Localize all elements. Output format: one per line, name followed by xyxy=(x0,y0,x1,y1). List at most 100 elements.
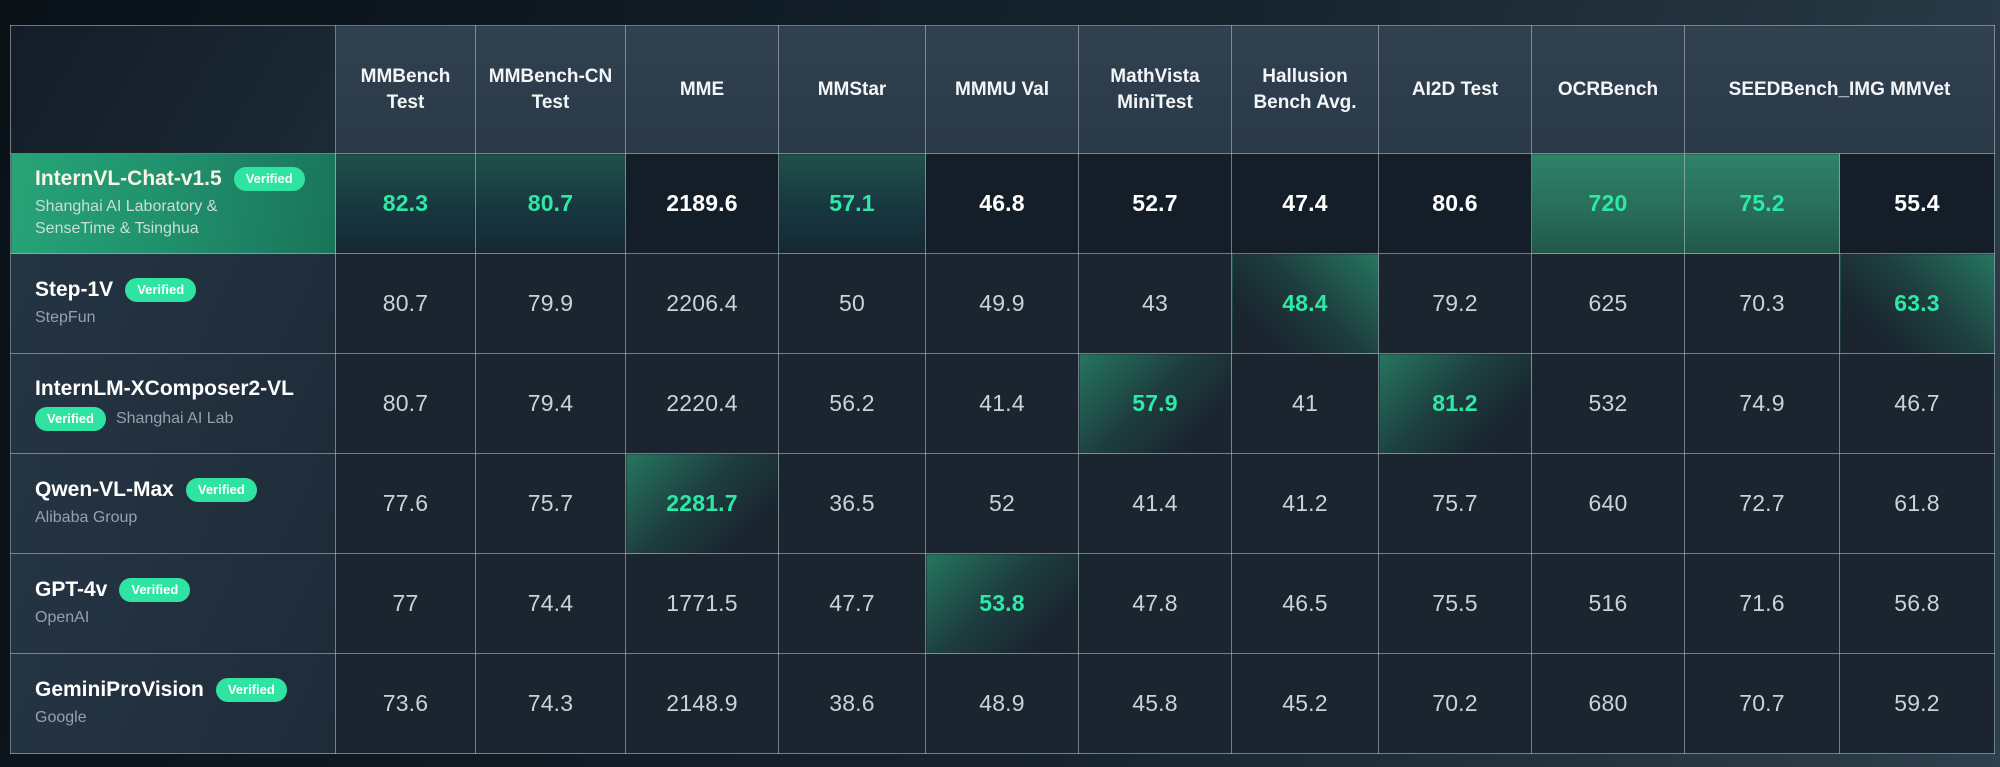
corner-cell xyxy=(10,25,336,154)
score-cell: 680 xyxy=(1531,653,1685,754)
header-row: MMBench Test MMBench-CN Test MME MMStar … xyxy=(10,25,1995,154)
score-cell: 46.7 xyxy=(1839,353,1995,454)
model-org: Google xyxy=(35,709,87,727)
model-cell: GPT-4v Verified OpenAI xyxy=(10,553,336,654)
score-cell: 36.5 xyxy=(778,453,926,554)
score-cell: 50 xyxy=(778,253,926,354)
score-cell: 2206.4 xyxy=(625,253,779,354)
header-mmbench-cn-test: MMBench-CN Test xyxy=(475,25,626,154)
score-cell: 70.3 xyxy=(1684,253,1840,354)
row-internlm-xcomposer2-vl: InternLM-XComposer2-VL Verified Shanghai… xyxy=(10,353,1995,454)
score-cell: 79.9 xyxy=(475,253,626,354)
score-cell: 75.5 xyxy=(1378,553,1532,654)
model-name: InternVL-Chat-v1.5 xyxy=(35,167,222,191)
model-name: GPT-4v xyxy=(35,578,108,602)
score-cell: 79.4 xyxy=(475,353,626,454)
score-cell: 41.4 xyxy=(1078,453,1232,554)
score-cell: 1771.5 xyxy=(625,553,779,654)
score-cell: 38.6 xyxy=(778,653,926,754)
score-cell: 52 xyxy=(925,453,1079,554)
row-internvl-chat-v1-5: InternVL-Chat-v1.5 Verified Shanghai AI … xyxy=(10,153,1995,254)
verified-badge: Verified xyxy=(185,478,257,503)
model-org: Shanghai AI Laboratory & SenseTime & Tsi… xyxy=(35,198,218,237)
score-cell: 75.7 xyxy=(475,453,626,554)
model-cell: GeminiProVision Verified Google xyxy=(10,653,336,754)
score-cell: 79.2 xyxy=(1378,253,1532,354)
model-cell: Qwen-VL-Max Verified Alibaba Group xyxy=(10,453,336,554)
score-cell: 59.2 xyxy=(1839,653,1995,754)
score-cell: 47.4 xyxy=(1231,153,1379,254)
score-cell: 80.7 xyxy=(335,253,476,354)
score-cell: 80.6 xyxy=(1378,153,1532,254)
score-cell: 74.9 xyxy=(1684,353,1840,454)
model-cell: InternLM-XComposer2-VL Verified Shanghai… xyxy=(10,353,336,454)
score-cell: 75.7 xyxy=(1378,453,1532,554)
score-cell: 47.8 xyxy=(1078,553,1232,654)
row-step-1v: Step-1V Verified StepFun 80.7 79.9 2206.… xyxy=(10,253,1995,354)
score-cell: 56.2 xyxy=(778,353,926,454)
score-cell: 63.3 xyxy=(1839,253,1995,354)
score-cell: 532 xyxy=(1531,353,1685,454)
score-cell: 49.9 xyxy=(925,253,1079,354)
score-cell: 41 xyxy=(1231,353,1379,454)
score-cell: 720 xyxy=(1531,153,1685,254)
model-cell: Step-1V Verified StepFun xyxy=(10,253,336,354)
model-org: Alibaba Group xyxy=(35,509,138,527)
score-cell: 70.2 xyxy=(1378,653,1532,754)
score-cell: 45.2 xyxy=(1231,653,1379,754)
score-cell: 81.2 xyxy=(1378,353,1532,454)
score-cell: 48.9 xyxy=(925,653,1079,754)
verified-badge: Verified xyxy=(233,167,305,192)
score-cell: 2189.6 xyxy=(625,153,779,254)
model-cell: InternVL-Chat-v1.5 Verified Shanghai AI … xyxy=(10,153,336,254)
score-cell: 46.8 xyxy=(925,153,1079,254)
benchmark-table: MMBench Test MMBench-CN Test MME MMStar … xyxy=(10,25,1995,754)
score-cell: 74.3 xyxy=(475,653,626,754)
score-cell: 625 xyxy=(1531,253,1685,354)
score-cell: 61.8 xyxy=(1839,453,1995,554)
score-cell: 72.7 xyxy=(1684,453,1840,554)
header-mmmu-val: MMMU Val xyxy=(925,25,1079,154)
score-cell: 45.8 xyxy=(1078,653,1232,754)
row-geminiprovision: GeminiProVision Verified Google 73.6 74.… xyxy=(10,653,1995,754)
header-ocrbench: OCRBench xyxy=(1531,25,1685,154)
verified-badge: Verified xyxy=(125,278,197,303)
score-cell: 75.2 xyxy=(1684,153,1840,254)
model-name: GeminiProVision xyxy=(35,678,204,702)
verified-badge: Verified xyxy=(215,678,287,703)
model-name: Step-1V xyxy=(35,278,114,302)
score-cell: 43 xyxy=(1078,253,1232,354)
model-name: Qwen-VL-Max xyxy=(35,478,174,502)
score-cell: 47.7 xyxy=(778,553,926,654)
verified-badge: Verified xyxy=(35,406,106,431)
header-seedbench-img-mmvet: SEEDBench_IMG MMVet xyxy=(1684,25,1995,154)
score-cell: 52.7 xyxy=(1078,153,1232,254)
header-mmstar: MMStar xyxy=(778,25,926,154)
score-cell: 77 xyxy=(335,553,476,654)
header-mathvista-minitest: MathVista MiniTest xyxy=(1078,25,1232,154)
score-cell: 48.4 xyxy=(1231,253,1379,354)
score-cell: 80.7 xyxy=(335,353,476,454)
score-cell: 77.6 xyxy=(335,453,476,554)
score-cell: 70.7 xyxy=(1684,653,1840,754)
score-cell: 41.4 xyxy=(925,353,1079,454)
header-mme: MME xyxy=(625,25,779,154)
score-cell: 73.6 xyxy=(335,653,476,754)
model-org: Shanghai AI Lab xyxy=(115,409,234,427)
score-cell: 74.4 xyxy=(475,553,626,654)
header-mmbench-test: MMBench Test xyxy=(335,25,476,154)
score-cell: 56.8 xyxy=(1839,553,1995,654)
row-qwen-vl-max: Qwen-VL-Max Verified Alibaba Group 77.6 … xyxy=(10,453,1995,554)
header-ai2d-test: AI2D Test xyxy=(1378,25,1532,154)
score-cell: 53.8 xyxy=(925,553,1079,654)
score-cell: 46.5 xyxy=(1231,553,1379,654)
score-cell: 57.9 xyxy=(1078,353,1232,454)
score-cell: 2148.9 xyxy=(625,653,779,754)
row-gpt-4v: GPT-4v Verified OpenAI 77 74.4 1771.5 47… xyxy=(10,553,1995,654)
model-org: StepFun xyxy=(35,309,96,327)
header-hallusion-bench-avg: Hallusion Bench Avg. xyxy=(1231,25,1379,154)
model-org: OpenAI xyxy=(35,609,90,627)
score-cell: 640 xyxy=(1531,453,1685,554)
score-cell: 2281.7 xyxy=(625,453,779,554)
score-cell: 71.6 xyxy=(1684,553,1840,654)
